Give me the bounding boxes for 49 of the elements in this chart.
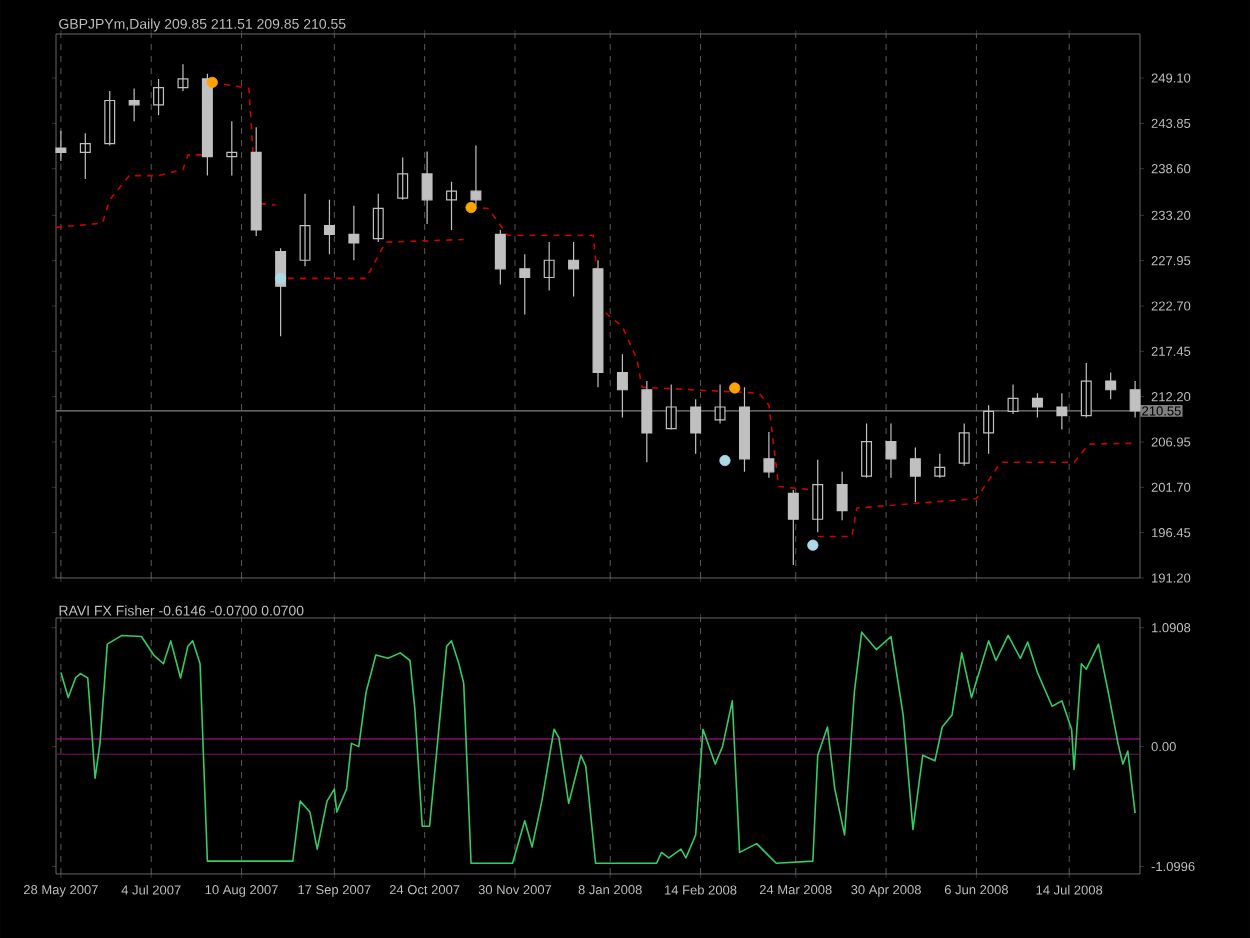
candlestick (79, 132, 91, 180)
candlestick (983, 404, 995, 455)
candlestick (421, 150, 433, 225)
candlestick (543, 241, 555, 292)
candlestick (812, 459, 824, 533)
candlestick (641, 380, 653, 463)
candlestick (616, 353, 628, 418)
point (719, 454, 731, 467)
candlestick (714, 383, 726, 425)
candlestick (1129, 380, 1141, 418)
candlestick (323, 199, 335, 255)
candlestick (1080, 362, 1092, 418)
candlestick (861, 422, 873, 479)
candlestick (909, 447, 921, 503)
point (729, 382, 741, 394)
candlestick (787, 489, 799, 566)
candlestick (836, 471, 848, 521)
candlestick (348, 205, 360, 261)
candlestick (470, 144, 482, 207)
candlestick (568, 241, 580, 298)
candlestick (226, 120, 238, 177)
candlestick (1105, 371, 1117, 400)
candlestick (372, 193, 384, 243)
candlestick (958, 422, 970, 467)
candlestick (763, 431, 775, 479)
candlestick (592, 259, 604, 388)
candlestick (1056, 392, 1068, 431)
candlestick (1007, 383, 1019, 415)
candlestick (446, 181, 457, 231)
candlestick (519, 253, 531, 316)
candlestick (55, 130, 67, 162)
point (206, 76, 218, 88)
candlestick (153, 78, 165, 116)
candlestick (250, 126, 262, 237)
candlestick (494, 229, 506, 285)
candlestick (177, 63, 189, 92)
candlestick (397, 156, 409, 201)
candlestick (934, 453, 946, 479)
candlestick (128, 87, 140, 122)
point (275, 272, 287, 284)
point (807, 539, 819, 551)
candlestick (690, 398, 702, 455)
candlestick (104, 90, 116, 146)
candlestick (1031, 392, 1043, 418)
line-series (60, 631, 1136, 865)
candlestick (299, 193, 311, 267)
candlestick (885, 422, 897, 479)
point (465, 201, 477, 214)
candlestick (665, 383, 677, 431)
